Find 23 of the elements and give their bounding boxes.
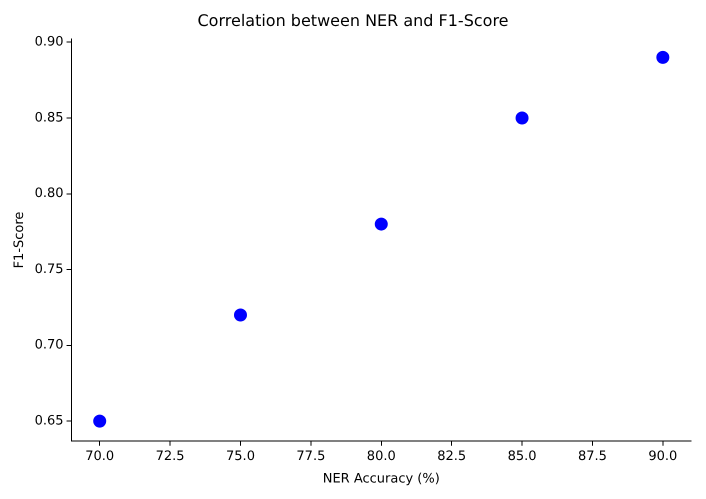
y-tick-label: 0.75	[34, 262, 64, 277]
x-axis-title: NER Accuracy (%)	[322, 472, 440, 487]
point	[516, 112, 529, 125]
y-tick-label: 0.90	[34, 34, 64, 50]
x-tick-label: 70.0	[85, 448, 114, 464]
point	[374, 218, 388, 231]
x-tick-label: 82.5	[437, 448, 466, 464]
point	[656, 50, 670, 64]
x-tick-label: 80.0	[366, 448, 396, 464]
y-tick-label: 0.70	[34, 338, 64, 353]
x-tick-label: 77.5	[296, 448, 326, 464]
point	[234, 308, 247, 322]
chart-title: Correlation between NER and F1-Score	[197, 10, 509, 30]
y-axis-title: F1-Score	[12, 212, 28, 268]
y-tick-label: 0.85	[34, 110, 64, 126]
x-tick-label: 87.5	[578, 448, 607, 464]
y-tick-label: 0.80	[34, 186, 64, 202]
point	[93, 414, 106, 428]
x-tick-label: 72.5	[156, 448, 185, 464]
y-tick-label: 0.65	[34, 413, 64, 428]
x-tick-label: 85.0	[508, 448, 537, 464]
x-tick-label: 75.0	[226, 448, 255, 464]
x-tick-label: 90.0	[648, 448, 678, 464]
